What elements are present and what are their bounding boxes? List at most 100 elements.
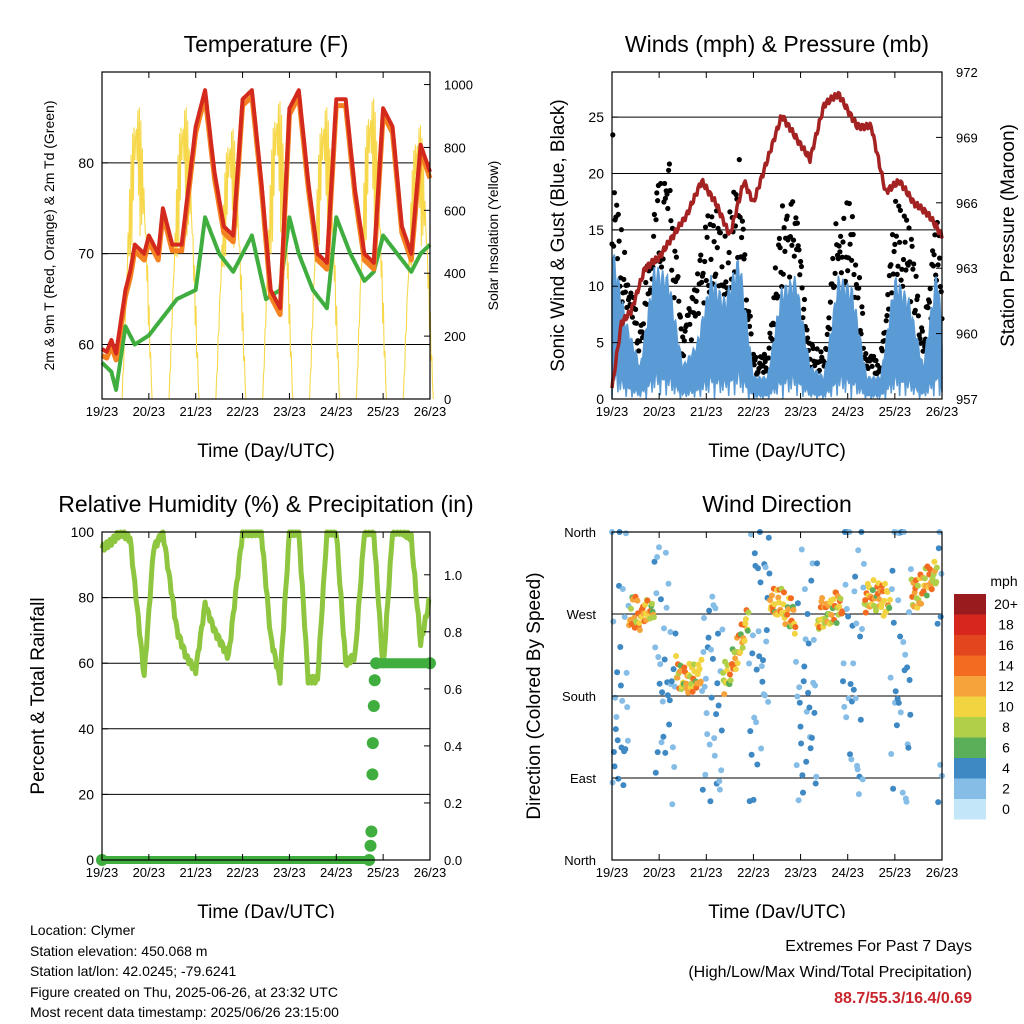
gust-point [688,337,695,343]
direction-point [709,655,716,662]
y-tick-label: 0 [86,852,94,868]
gust-point [894,271,900,277]
gust-point [800,315,806,321]
direction-point [652,644,659,651]
x-tick-label: 21/23 [179,404,212,419]
direction-point [897,633,904,640]
direction-point [855,791,862,798]
extremes-subtitle: (High/Low/Max Wind/Total Precipitation) [688,964,972,981]
gust-point [672,248,678,254]
direction-point [791,630,798,637]
gust-point [746,323,753,329]
direction-point [857,633,864,640]
direction-point [812,682,819,689]
gust-point [633,320,640,326]
direction-point [751,714,758,721]
direction-point [718,767,725,774]
direction-point [716,786,723,793]
direction-point [801,586,808,593]
direction-point [755,628,762,635]
y-tick-label: 0 [596,391,604,407]
gust-point [723,279,729,285]
direction-point [624,737,631,744]
y2-tick-label: 960 [956,327,978,342]
gust-point [890,271,896,277]
gust-point [781,225,787,231]
gust-point [841,215,847,221]
y2-tick-label: 200 [444,329,466,344]
gust-point [884,313,890,319]
y2-tick-label: 957 [956,392,978,407]
precip-series [96,657,436,866]
gust-point [891,248,897,255]
gust-point [628,290,634,296]
legend-label: 4 [1002,760,1010,776]
gust-point [903,267,909,273]
direction-point [906,609,912,616]
direction-point [881,580,888,587]
gust-point [702,224,709,230]
weather-figure: Temperature (F) 19/23 20/23 21/23 22/23 23/23… [28,31,1019,918]
gust-point [883,318,889,324]
direction-point [836,603,843,610]
temp-2m-series [100,88,432,356]
direction-point [749,632,756,639]
precip-point [365,825,378,838]
direction-point [907,566,914,573]
direction-point [803,758,810,765]
gust-point [667,187,673,194]
extremes-values: 88.7/55.3/16.4/0.69 [834,990,972,1007]
gust-point [739,234,745,241]
direction-point [794,600,801,607]
direction-point [775,594,782,601]
direction-tick-label: West [567,607,597,622]
direction-point [798,740,805,747]
gust-point [853,262,859,268]
direction-point [672,630,679,637]
direction-point [767,597,773,604]
direction-tick-label: South [562,689,596,704]
direction-point [933,579,940,585]
direction-point [873,607,879,614]
direction-point [907,711,914,718]
gust-point [714,245,720,251]
direction-tick-label: North [564,853,596,868]
gust-point [725,260,731,266]
panel-3-title: Wind Direction [702,491,852,517]
direction-point [747,728,754,735]
gust-point [915,313,922,319]
panel-2-xlabel: Time (Day/UTC) [197,902,335,918]
direction-point [669,801,676,808]
direction-point [860,560,867,567]
gust-point [651,233,657,239]
gust-point [693,298,699,304]
direction-point [869,587,876,594]
x-tick-label: 20/23 [643,865,676,880]
x-tick-label: 19/23 [86,404,119,419]
gust-point [751,362,757,368]
direction-point [737,649,744,656]
direction-point [890,785,897,792]
gust-point [897,239,903,245]
direction-point [628,605,634,612]
direction-point [660,733,667,740]
gust-point [662,195,669,201]
gust-point [787,234,794,240]
direction-point [711,752,718,759]
gust-point [655,198,661,204]
direction-point [636,627,643,633]
direction-point [613,714,620,720]
y2-tick-label: 400 [444,266,466,281]
y-tick-label: 80 [78,155,94,171]
y2-tick-label: 800 [444,140,466,155]
direction-point [732,655,739,662]
direction-point [797,723,804,730]
precip-point [366,768,379,781]
direction-point [766,570,773,577]
gust-point [708,256,714,262]
direction-point [918,600,925,607]
gust-point [930,248,936,254]
gust-point [695,271,701,277]
gust-point [865,365,871,371]
y2-tick-label: 0.2 [444,796,462,811]
